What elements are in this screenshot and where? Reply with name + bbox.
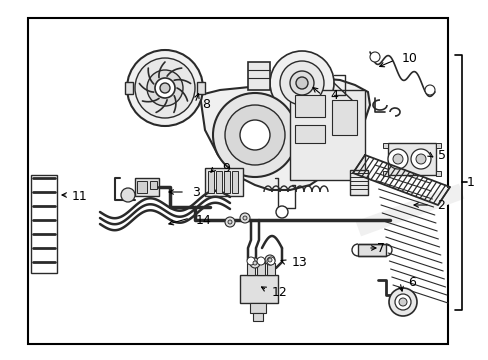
Bar [435,171,440,176]
Circle shape [246,257,254,265]
Text: 5: 5 [437,149,445,162]
Circle shape [398,298,406,306]
Text: 10: 10 [401,51,417,64]
Circle shape [295,77,307,89]
Circle shape [289,71,313,95]
Bar [231,171,238,193]
Text: 3: 3 [192,185,200,198]
Text: 1: 1 [466,176,474,189]
Bar [137,181,147,193]
Bar [294,95,325,117]
Circle shape [269,51,333,115]
Circle shape [266,257,274,265]
Text: 4: 4 [329,89,337,102]
Bar [240,275,278,303]
Text: 2: 2 [436,198,444,212]
Circle shape [240,120,269,150]
Circle shape [160,83,170,93]
Circle shape [387,149,407,169]
Bar [31,175,57,273]
Bar [387,143,435,175]
Circle shape [224,217,235,227]
Bar [207,171,214,193]
Circle shape [275,206,287,218]
Bar [204,168,243,196]
Bar [150,181,157,189]
Circle shape [127,50,203,126]
Bar [252,313,263,321]
Bar [289,90,364,180]
Bar [382,143,387,148]
Circle shape [424,85,434,95]
Polygon shape [355,184,464,236]
Circle shape [121,188,135,202]
Bar [249,303,265,313]
Text: 9: 9 [222,162,229,175]
Bar [246,263,254,275]
Circle shape [392,154,402,164]
Bar [247,62,269,90]
Text: 11: 11 [72,189,87,202]
Polygon shape [200,78,369,190]
Circle shape [240,213,249,223]
Circle shape [257,257,264,265]
Circle shape [243,216,246,220]
Circle shape [213,93,296,177]
Circle shape [135,58,195,118]
Circle shape [264,255,274,265]
Bar [125,82,133,94]
Circle shape [267,258,271,262]
Circle shape [147,70,183,106]
Text: 6: 6 [407,275,415,288]
Bar [266,263,274,275]
Bar [257,263,264,275]
Circle shape [410,149,430,169]
Circle shape [388,288,416,316]
Bar [224,171,229,193]
Circle shape [155,78,175,98]
Circle shape [252,261,257,265]
Bar [197,82,204,94]
Circle shape [249,258,260,268]
Circle shape [415,154,425,164]
Bar [382,171,387,176]
Bar [357,244,385,256]
Bar [294,125,325,143]
Bar [349,170,367,195]
Circle shape [394,294,410,310]
Text: 13: 13 [291,256,307,269]
Bar [135,178,159,196]
Circle shape [280,61,324,105]
Circle shape [224,105,285,165]
Text: 12: 12 [271,285,287,298]
Bar [331,100,356,135]
Circle shape [369,52,379,62]
Text: 8: 8 [202,98,209,111]
Bar [435,143,440,148]
Circle shape [227,220,231,224]
Text: 7: 7 [376,242,384,255]
Text: 14: 14 [196,213,211,226]
Bar [28,18,447,344]
Bar [216,171,222,193]
